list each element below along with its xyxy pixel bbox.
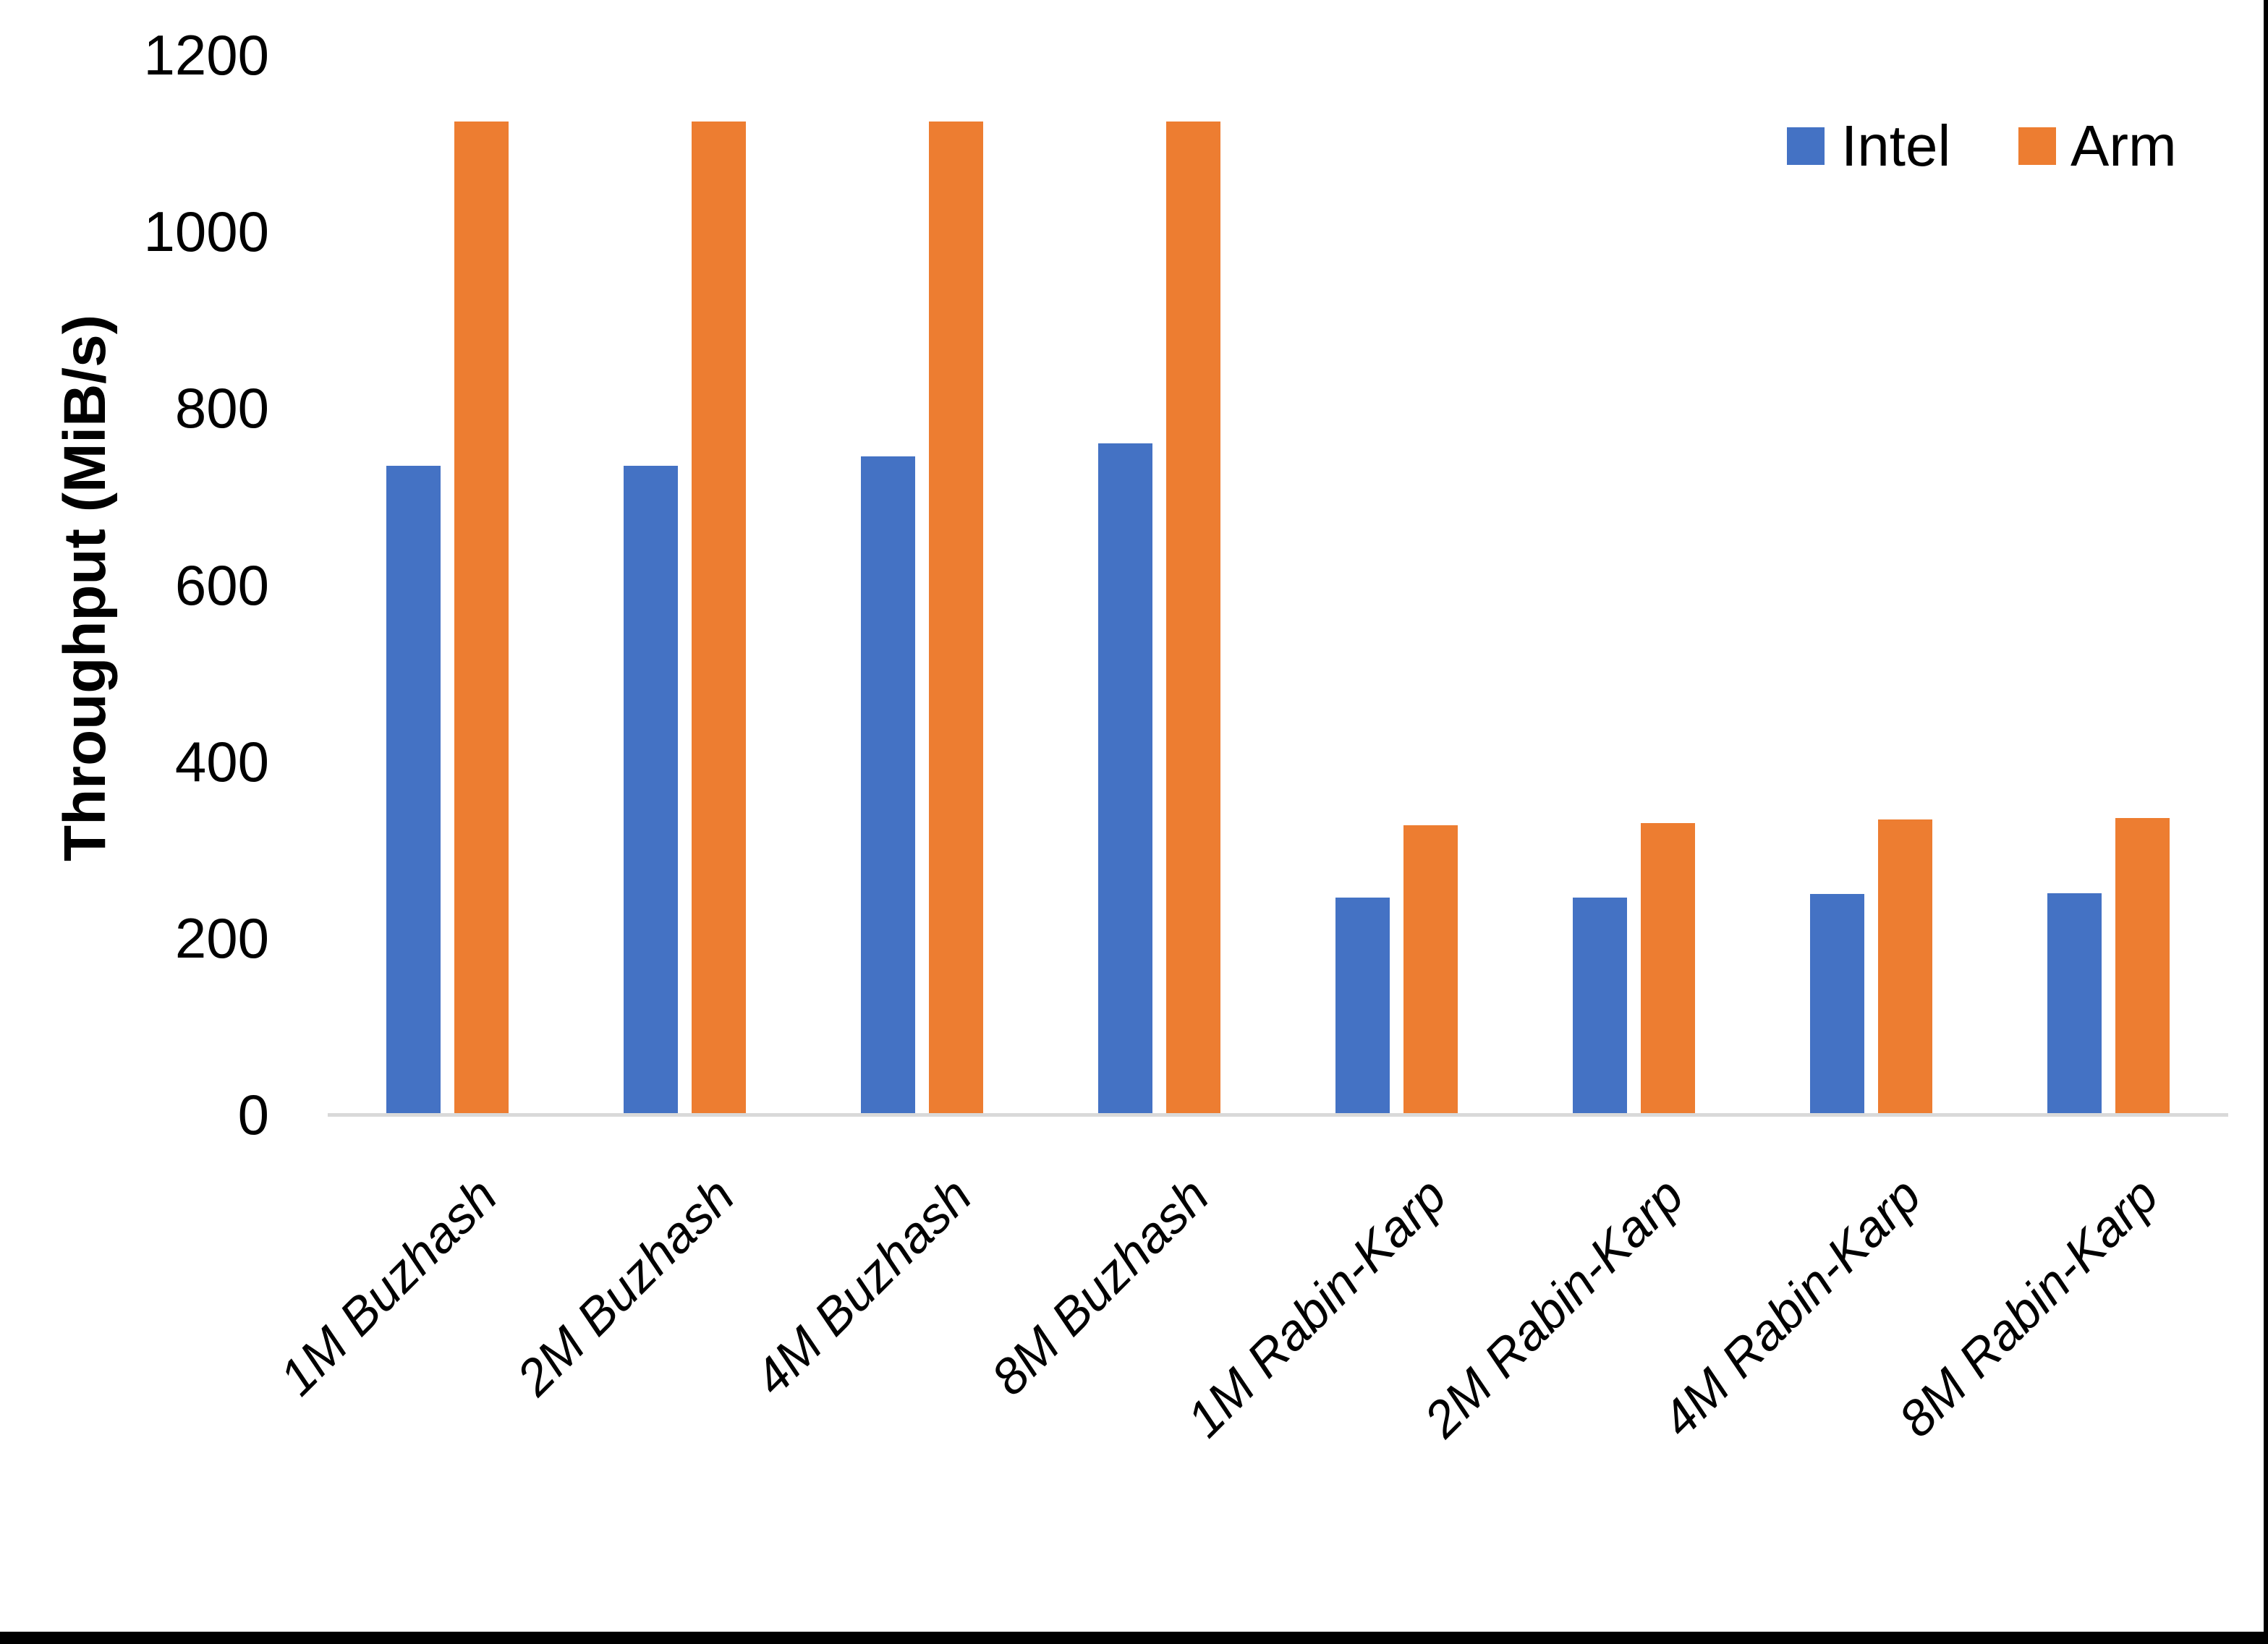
bar-intel-1m-rabin-karp	[1335, 897, 1390, 1115]
bar-arm-1m-rabin-karp	[1403, 825, 1458, 1115]
bar-intel-4m-rabin-karp	[1810, 893, 1865, 1115]
bar-intel-8m-buzhash	[1097, 443, 1152, 1115]
y-tick-label-1200: 1200	[143, 23, 269, 87]
bar-intel-2m-rabin-karp	[1573, 897, 1628, 1115]
y-tick-label-1000: 1000	[143, 200, 269, 264]
legend-label-intel: Intel	[1841, 114, 1951, 178]
y-tick-label-600: 600	[174, 553, 269, 617]
bar-intel-8m-rabin-karp	[2047, 893, 2102, 1115]
bar-intel-1m-buzhash	[386, 465, 441, 1115]
bar-arm-4m-buzhash	[928, 121, 983, 1115]
figure-border-bottom	[0, 1632, 2268, 1644]
y-tick-label-400: 400	[174, 729, 269, 793]
y-tick-label-800: 800	[174, 376, 269, 440]
y-tick-label-0: 0	[237, 1083, 269, 1146]
bar-arm-4m-rabin-karp	[1878, 819, 1933, 1115]
legend-label-arm: Arm	[2070, 114, 2177, 178]
y-tick-label-200: 200	[174, 906, 269, 970]
bar-arm-2m-rabin-karp	[1641, 823, 1696, 1115]
legend-swatch-arm	[2018, 127, 2056, 165]
bar-arm-2m-buzhash	[691, 121, 746, 1115]
x-category-label-1m-buzhash: 1M Buzhash	[268, 1167, 508, 1406]
bar-arm-8m-rabin-karp	[2115, 817, 2170, 1115]
bar-intel-4m-buzhash	[860, 456, 915, 1115]
bar-intel-2m-buzhash	[623, 465, 678, 1115]
bar-arm-1m-buzhash	[454, 121, 509, 1115]
legend-swatch-intel	[1787, 127, 1825, 165]
bar-arm-8m-buzhash	[1165, 121, 1220, 1115]
figure-border-right	[2264, 0, 2268, 1644]
x-axis-line	[328, 1113, 2228, 1117]
